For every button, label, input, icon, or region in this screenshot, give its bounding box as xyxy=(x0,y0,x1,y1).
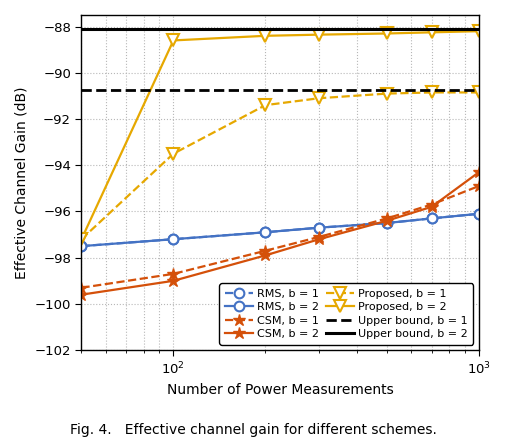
RMS, b = 1 xyxy=(316,225,322,230)
Proposed, b = 1 xyxy=(78,237,84,242)
CSM, b = 2 xyxy=(78,292,84,297)
RMS, b = 1 xyxy=(475,211,481,216)
Proposed, b = 2 xyxy=(170,38,176,43)
Line: Proposed, b = 1: Proposed, b = 1 xyxy=(75,86,484,245)
Proposed, b = 2 xyxy=(262,33,268,39)
CSM, b = 1 xyxy=(383,216,389,221)
Proposed, b = 1 xyxy=(383,91,389,96)
RMS, b = 1 xyxy=(78,244,84,249)
RMS, b = 2 xyxy=(316,225,322,230)
RMS, b = 2 xyxy=(475,211,481,216)
RMS, b = 2 xyxy=(383,220,389,226)
RMS, b = 2 xyxy=(78,244,84,249)
RMS, b = 2 xyxy=(170,237,176,242)
Legend: RMS, b = 1, RMS, b = 2, CSM, b = 1, CSM, b = 2, Proposed, b = 1, Proposed, b = 2: RMS, b = 1, RMS, b = 2, CSM, b = 1, CSM,… xyxy=(219,283,473,345)
CSM, b = 2 xyxy=(475,170,481,175)
Line: Proposed, b = 2: Proposed, b = 2 xyxy=(75,25,484,245)
CSM, b = 2 xyxy=(170,278,176,283)
Text: Fig. 4.   Effective channel gain for different schemes.: Fig. 4. Effective channel gain for diffe… xyxy=(69,423,436,437)
CSM, b = 1 xyxy=(428,202,434,207)
CSM, b = 1 xyxy=(262,248,268,254)
CSM, b = 2 xyxy=(262,253,268,258)
Line: CSM, b = 1: CSM, b = 1 xyxy=(75,180,484,294)
Proposed, b = 2 xyxy=(78,237,84,242)
CSM, b = 1 xyxy=(316,234,322,240)
RMS, b = 1 xyxy=(262,230,268,235)
Proposed, b = 1 xyxy=(262,102,268,108)
Line: RMS, b = 2: RMS, b = 2 xyxy=(76,209,483,251)
RMS, b = 2 xyxy=(262,230,268,235)
Proposed, b = 1 xyxy=(428,90,434,95)
Line: RMS, b = 1: RMS, b = 1 xyxy=(76,209,483,251)
RMS, b = 1 xyxy=(170,237,176,242)
CSM, b = 2 xyxy=(383,218,389,223)
CSM, b = 2 xyxy=(428,204,434,209)
Proposed, b = 1 xyxy=(170,151,176,156)
Proposed, b = 2 xyxy=(428,30,434,35)
Proposed, b = 2 xyxy=(383,31,389,36)
Proposed, b = 2 xyxy=(316,32,322,37)
RMS, b = 1 xyxy=(383,220,389,226)
Y-axis label: Effective Channel Gain (dB): Effective Channel Gain (dB) xyxy=(15,86,29,279)
Proposed, b = 1 xyxy=(316,95,322,101)
RMS, b = 2 xyxy=(428,216,434,221)
CSM, b = 1 xyxy=(170,271,176,276)
CSM, b = 1 xyxy=(78,285,84,290)
Proposed, b = 1 xyxy=(475,90,481,95)
Proposed, b = 2 xyxy=(475,28,481,34)
Line: CSM, b = 2: CSM, b = 2 xyxy=(75,166,484,301)
CSM, b = 1 xyxy=(475,184,481,189)
RMS, b = 1 xyxy=(428,216,434,221)
CSM, b = 2 xyxy=(316,237,322,242)
X-axis label: Number of Power Measurements: Number of Power Measurements xyxy=(167,383,393,397)
